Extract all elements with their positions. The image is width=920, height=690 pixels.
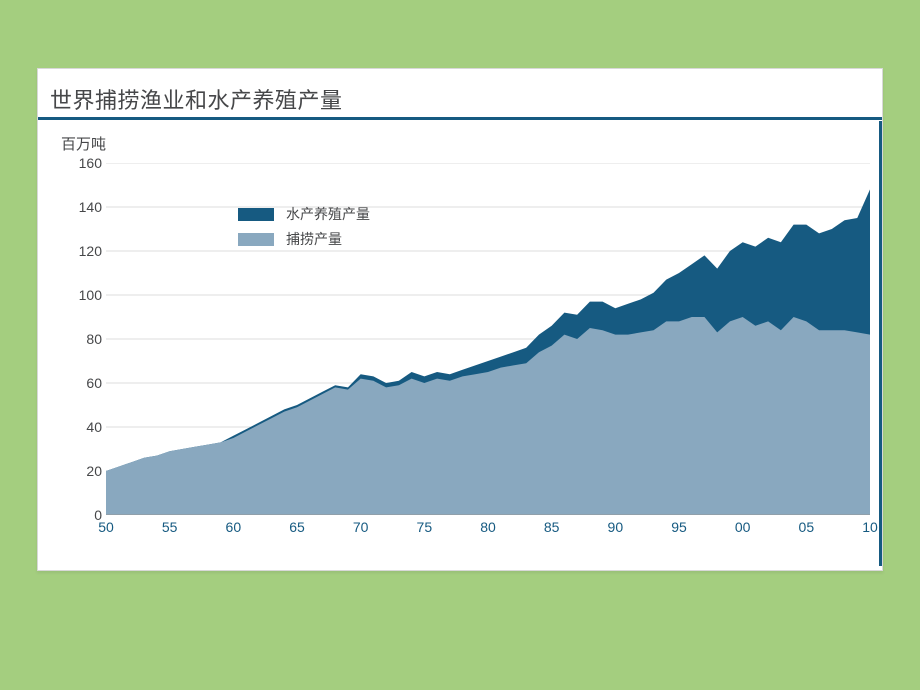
- y-axis-labels: 020406080100120140160: [66, 163, 102, 515]
- y-tick-label: 40: [86, 419, 102, 435]
- legend: 水产养殖产量 捕捞产量: [238, 204, 370, 254]
- legend-item-capture: 捕捞产量: [238, 229, 370, 249]
- y-tick-label: 20: [86, 463, 102, 479]
- y-tick-label: 60: [86, 375, 102, 391]
- y-tick-label: 140: [79, 199, 102, 215]
- legend-label: 捕捞产量: [286, 229, 342, 249]
- x-tick-label: 50: [98, 519, 114, 535]
- capture-area: [106, 317, 870, 515]
- chart-frame: 百万吨 020406080100120140160 水产养殖产量 捕捞产量: [52, 121, 882, 566]
- legend-swatch-capture: [238, 233, 274, 246]
- x-tick-label: 60: [226, 519, 242, 535]
- legend-swatch-aquaculture: [238, 208, 274, 221]
- title-rule: [38, 117, 882, 120]
- legend-label: 水产养殖产量: [286, 204, 370, 224]
- y-tick-label: 120: [79, 243, 102, 259]
- chart-title: 世界捕捞渔业和水产养殖产量: [50, 83, 343, 115]
- x-tick-label: 10: [862, 519, 878, 535]
- chart-card: 世界捕捞渔业和水产养殖产量 百万吨 020406080100120140160 …: [37, 68, 883, 571]
- x-tick-label: 85: [544, 519, 560, 535]
- plot-area: 水产养殖产量 捕捞产量: [106, 163, 870, 515]
- x-tick-label: 90: [608, 519, 624, 535]
- y-tick-label: 100: [79, 287, 102, 303]
- area-chart-svg: [106, 163, 870, 515]
- x-tick-label: 75: [417, 519, 433, 535]
- y-tick-label: 160: [79, 155, 102, 171]
- x-tick-label: 70: [353, 519, 369, 535]
- y-tick-label: 80: [86, 331, 102, 347]
- x-tick-label: 95: [671, 519, 687, 535]
- y-axis-unit: 百万吨: [61, 133, 106, 154]
- x-tick-label: 65: [289, 519, 305, 535]
- x-tick-label: 00: [735, 519, 751, 535]
- legend-item-aquaculture: 水产养殖产量: [238, 204, 370, 224]
- x-tick-label: 80: [480, 519, 496, 535]
- x-axis-labels: 50556065707580859095000510: [106, 519, 870, 539]
- x-tick-label: 55: [162, 519, 178, 535]
- x-tick-label: 05: [799, 519, 815, 535]
